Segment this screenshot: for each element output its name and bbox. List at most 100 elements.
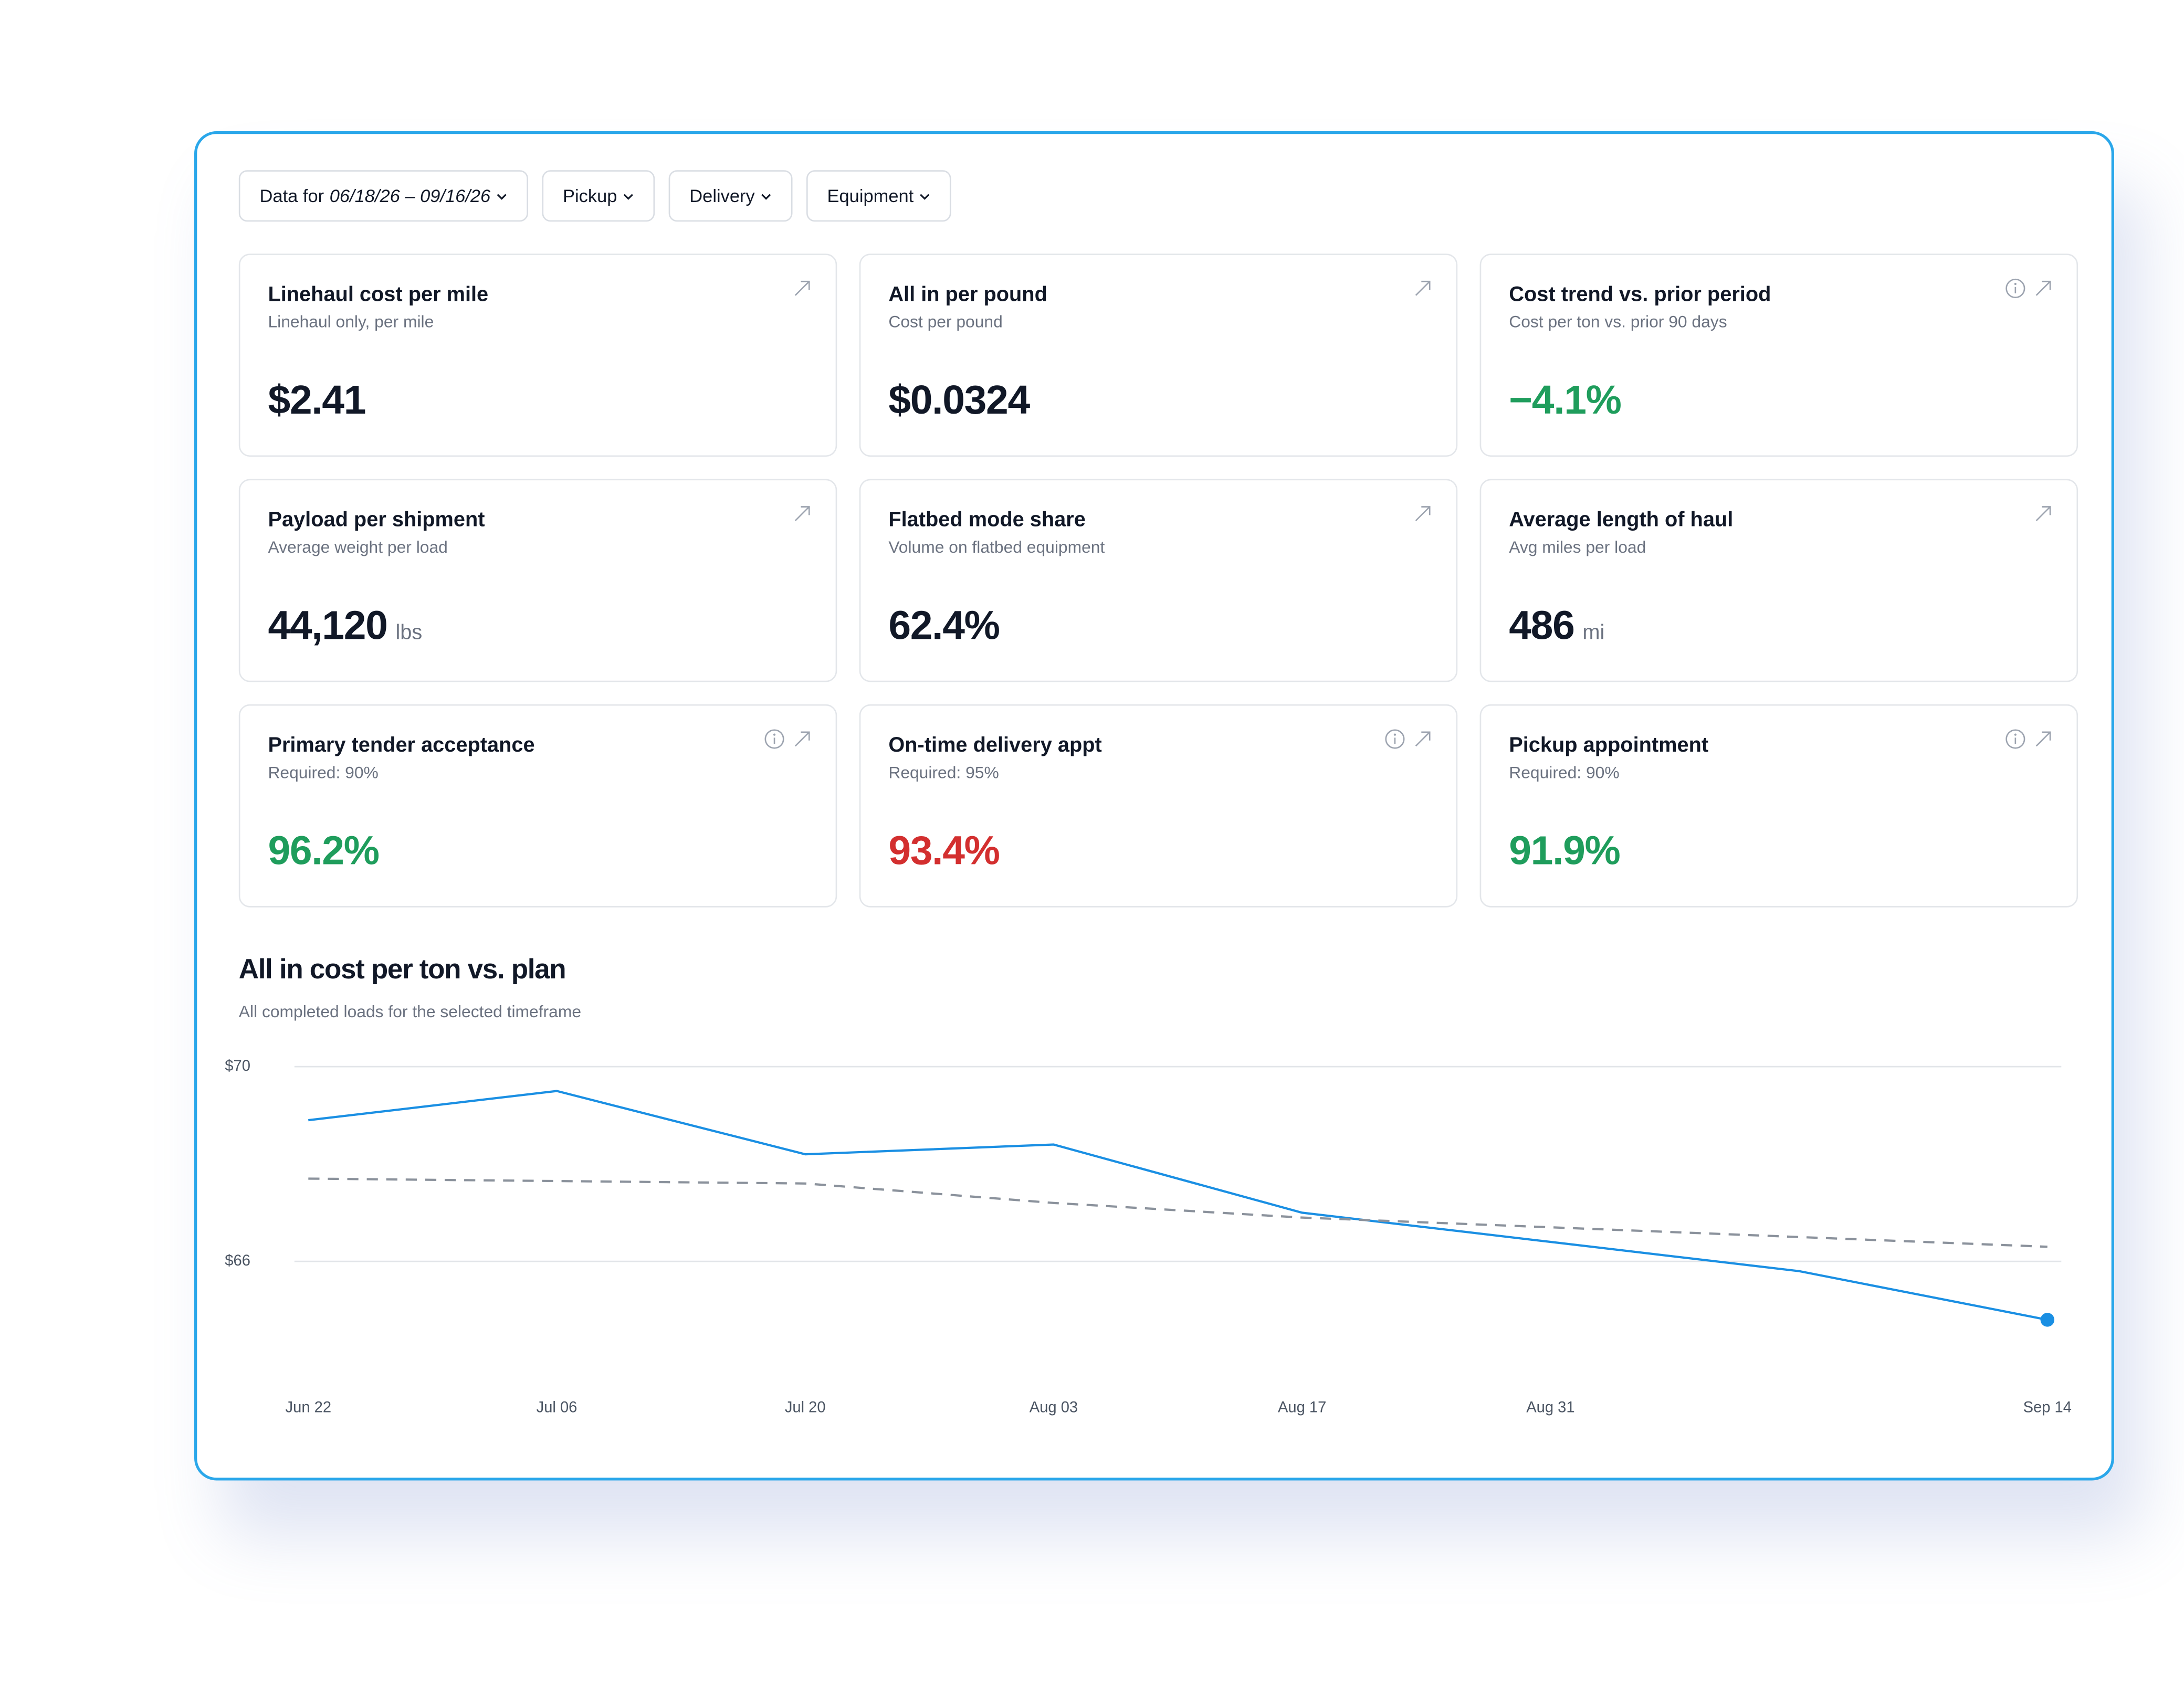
card-icons [791,277,813,299]
kpi-card[interactable]: Flatbed mode share Volume on flatbed equi… [859,479,1458,682]
stage: Data for 06/18/26 – 09/16/26 Pickup Deliver… [194,131,2115,1481]
card-title: Primary tender acceptance [268,733,535,757]
date-range: 06/18/26 – 09/16/26 [329,185,491,207]
expand-icon [794,506,810,521]
kpi-card[interactable]: Cost trend vs. prior period Cost per ton … [1479,254,2078,457]
chevron-icon [497,193,507,199]
card-subtitle: Cost per pound [888,312,1003,332]
filter-button[interactable]: Equipment [806,170,951,222]
card-value: 91.9% [1509,829,1621,874]
info-icon [764,729,784,749]
card-title: Cost trend vs. prior period [1509,282,1771,307]
info-dot [1393,733,1396,736]
x-tick-label: Sep 14 [2023,1399,2072,1416]
card-value: 96.2% [268,829,380,874]
card-title: All in per pound [888,282,1047,307]
info-circle [2006,729,2025,749]
expand-arrow [1415,731,1431,747]
expand-arrow [794,506,810,521]
kpi-card[interactable]: Average length of haul Avg miles per load… [1479,479,2078,682]
card-title: Average length of haul [1509,508,1734,532]
card-icons [1412,503,1434,525]
x-tick-label: Aug 31 [1526,1399,1574,1416]
card-title: Linehaul cost per mile [268,282,489,307]
end-point [2040,1313,2055,1327]
card-value: 486 mi [1509,604,1605,649]
chevron-icon [920,193,930,199]
chevron-icon [761,193,771,199]
chart-title: All in cost per ton vs. plan [238,954,566,986]
expand-icon [2035,506,2051,521]
date-filter[interactable]: Data for 06/18/26 – 09/16/26 [238,170,528,222]
kpi-grid: Linehaul cost per mile Linehaul only, per… [238,254,2078,908]
card-value: 93.4% [888,829,1000,874]
info-icon [2006,729,2025,749]
card-title: Flatbed mode share [888,508,1086,532]
info-icon [1385,729,1405,749]
kpi-card[interactable]: Linehaul cost per mile Linehaul only, per… [238,254,837,457]
date-prefix: Data for [259,185,324,207]
info-circle [2006,278,2025,299]
kpi-card[interactable]: Payload per shipment Average weight per l… [238,479,837,682]
info-circle [764,729,784,749]
x-tick-label: Aug 03 [1030,1399,1078,1416]
expand-icon [2035,280,2051,296]
chevron-path [497,193,507,199]
card-subtitle: Required: 90% [268,763,379,783]
card-value: $2.41 [268,378,366,424]
card-title: Payload per shipment [268,508,485,532]
card-title: On-time delivery appt [888,733,1102,757]
card-value: 44,120 lbs [268,604,423,649]
chevron-path [623,193,633,199]
kpi-card[interactable]: On-time delivery appt Required: 95% 93.4% [859,704,1458,908]
card-subtitle: Linehaul only, per mile [268,312,434,332]
chevron-path [920,193,930,199]
info-dot [2014,282,2017,286]
card-icons [1412,277,1434,299]
expand-icon [1415,280,1431,296]
chevron-icon [623,193,633,199]
filter-button[interactable]: Delivery [668,170,793,222]
card-icons [1384,728,1434,750]
filter-label: Pickup [563,185,617,207]
expand-arrow [1415,506,1431,521]
card-subtitle: Required: 90% [1509,763,1620,783]
info-dot [773,733,776,736]
filter-button[interactable]: Pickup [542,170,655,222]
x-tick-label: Aug 17 [1278,1399,1326,1416]
card-value: $0.0324 [888,378,1030,424]
expand-icon [1415,731,1431,747]
card-unit: mi [1582,620,1605,645]
expand-icon [2035,731,2051,747]
card-subtitle: Avg miles per load [1509,537,1646,557]
info-icon [2006,278,2025,299]
card-icons [2004,728,2054,750]
expand-arrow [2035,280,2051,296]
x-tick-label: Jul 20 [785,1399,826,1416]
card-icons [791,503,813,525]
kpi-card[interactable]: Pickup appointment Required: 90% 91.9% [1479,704,2078,908]
info-circle [1385,729,1405,749]
card-value: −4.1% [1509,378,1622,424]
card-icons [2032,503,2054,525]
x-tick-label: Jun 22 [286,1399,332,1416]
card-icons [763,728,813,750]
kpi-card[interactable]: All in per pound Cost per pound $0.0324 [859,254,1458,457]
kpi-card[interactable]: Primary tender acceptance Required: 90% 96… [238,704,837,908]
info-dot [2014,733,2017,736]
expand-icon [1415,506,1431,521]
line-chart: $66 $70 Jun 22 Jul 06 Jul 20 Aug 03 Aug 17 Aug … [225,1058,2072,1416]
dashboard-panel: Data for 06/18/26 – 09/16/26 Pickup Deliver… [194,131,2115,1481]
card-subtitle: Average weight per load [268,537,448,557]
expand-arrow [794,280,810,296]
series-line [308,1177,2048,1248]
expand-arrow [2035,506,2051,521]
card-subtitle: Cost per ton vs. prior 90 days [1509,312,1727,332]
y-tick-label: $70 [225,1058,250,1074]
expand-icon [794,731,810,747]
card-unit: lbs [395,620,423,645]
chart-subtitle: All completed loads for the selected tim… [238,1001,582,1021]
y-tick-label: $66 [225,1252,250,1269]
series-line [308,1090,2048,1321]
